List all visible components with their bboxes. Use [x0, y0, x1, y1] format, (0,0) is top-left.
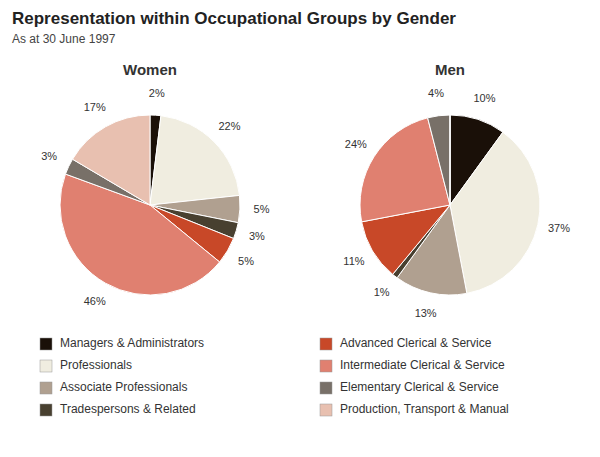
legend-item: Intermediate Clerical & Service	[320, 358, 505, 372]
legend-label: Intermediate Clerical & Service	[340, 358, 505, 372]
slice	[450, 115, 451, 205]
legend-item: Associate Professionals	[40, 380, 187, 394]
data-label: 3%	[41, 150, 57, 162]
chart: Representation within Occupational Group…	[0, 0, 600, 457]
legend-item: Tradespersons & Related	[40, 402, 196, 416]
legend-swatch	[40, 404, 52, 416]
legend-item: Elementary Clerical & Service	[320, 380, 499, 394]
legend: Managers & Administrators Professionals As…	[40, 336, 509, 416]
legend-swatch	[40, 360, 52, 372]
legend-label: Professionals	[60, 358, 132, 372]
data-label: 2%	[149, 87, 165, 99]
data-labels: 10% 37% 13% 1% 11% 24% 4%	[343, 87, 570, 319]
legend-label: Advanced Clerical & Service	[340, 336, 492, 350]
data-label: 1%	[374, 286, 390, 298]
legend-label: Production, Transport & Manual	[340, 402, 509, 416]
slice	[73, 115, 150, 205]
slices	[360, 115, 540, 295]
data-label: 17%	[84, 101, 106, 113]
legend-swatch	[40, 382, 52, 394]
legend-swatch	[320, 404, 332, 416]
pie-title: Men	[435, 61, 465, 78]
legend-label: Associate Professionals	[60, 380, 187, 394]
legend-item: Managers & Administrators	[40, 336, 204, 350]
title: Representation within Occupational Group…	[12, 9, 456, 28]
legend-label: Elementary Clerical & Service	[340, 380, 499, 394]
data-label: 10%	[473, 92, 495, 104]
data-label: 5%	[254, 203, 270, 215]
slice	[450, 132, 540, 293]
legend-swatch	[320, 338, 332, 350]
slices	[60, 115, 240, 295]
legend-swatch	[40, 338, 52, 350]
data-label: 11%	[343, 255, 364, 267]
data-label: 13%	[415, 307, 437, 319]
legend-label: Tradespersons & Related	[60, 402, 196, 416]
legend-swatch	[320, 360, 332, 372]
pie: Men 10% 37% 13% 1% 11% 24% 4%	[343, 61, 570, 318]
data-label: 37%	[548, 222, 570, 234]
legend-swatch	[320, 382, 332, 394]
legend-label: Managers & Administrators	[60, 336, 204, 350]
legend-item: Advanced Clerical & Service	[320, 336, 492, 350]
data-label: 24%	[345, 138, 367, 150]
data-label: 3%	[249, 230, 265, 242]
data-label: 4%	[428, 87, 444, 99]
data-labels: 2% 22% 5% 3% 5% 46% 3% 17%	[41, 87, 269, 307]
pie: Women 2% 22% 5% 3% 5% 46% 3% 17%	[41, 61, 269, 306]
slice	[428, 115, 450, 205]
subtitle: As at 30 June 1997	[12, 32, 116, 46]
data-label: 22%	[218, 120, 240, 132]
data-label: 46%	[84, 295, 106, 307]
data-label: 5%	[238, 255, 254, 267]
legend-item: Production, Transport & Manual	[320, 402, 509, 416]
legend-item: Professionals	[40, 358, 132, 372]
pie-title: Women	[123, 61, 177, 78]
